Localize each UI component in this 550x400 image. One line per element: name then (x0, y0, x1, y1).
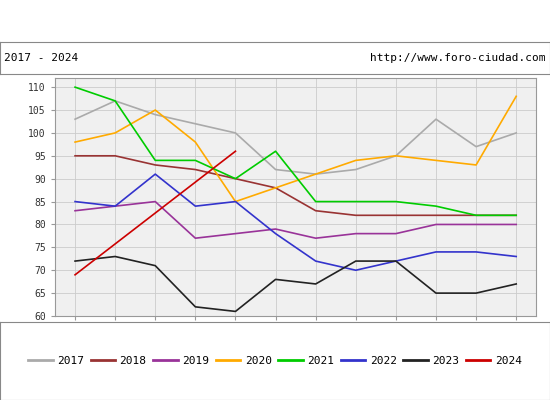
Text: 2017 - 2024: 2017 - 2024 (4, 53, 79, 63)
Text: http://www.foro-ciudad.com: http://www.foro-ciudad.com (370, 53, 546, 63)
Text: Evolucion del paro registrado en Caminomorisco: Evolucion del paro registrado en Caminom… (97, 14, 453, 28)
Legend: 2017, 2018, 2019, 2020, 2021, 2022, 2023, 2024: 2017, 2018, 2019, 2020, 2021, 2022, 2023… (24, 352, 526, 370)
